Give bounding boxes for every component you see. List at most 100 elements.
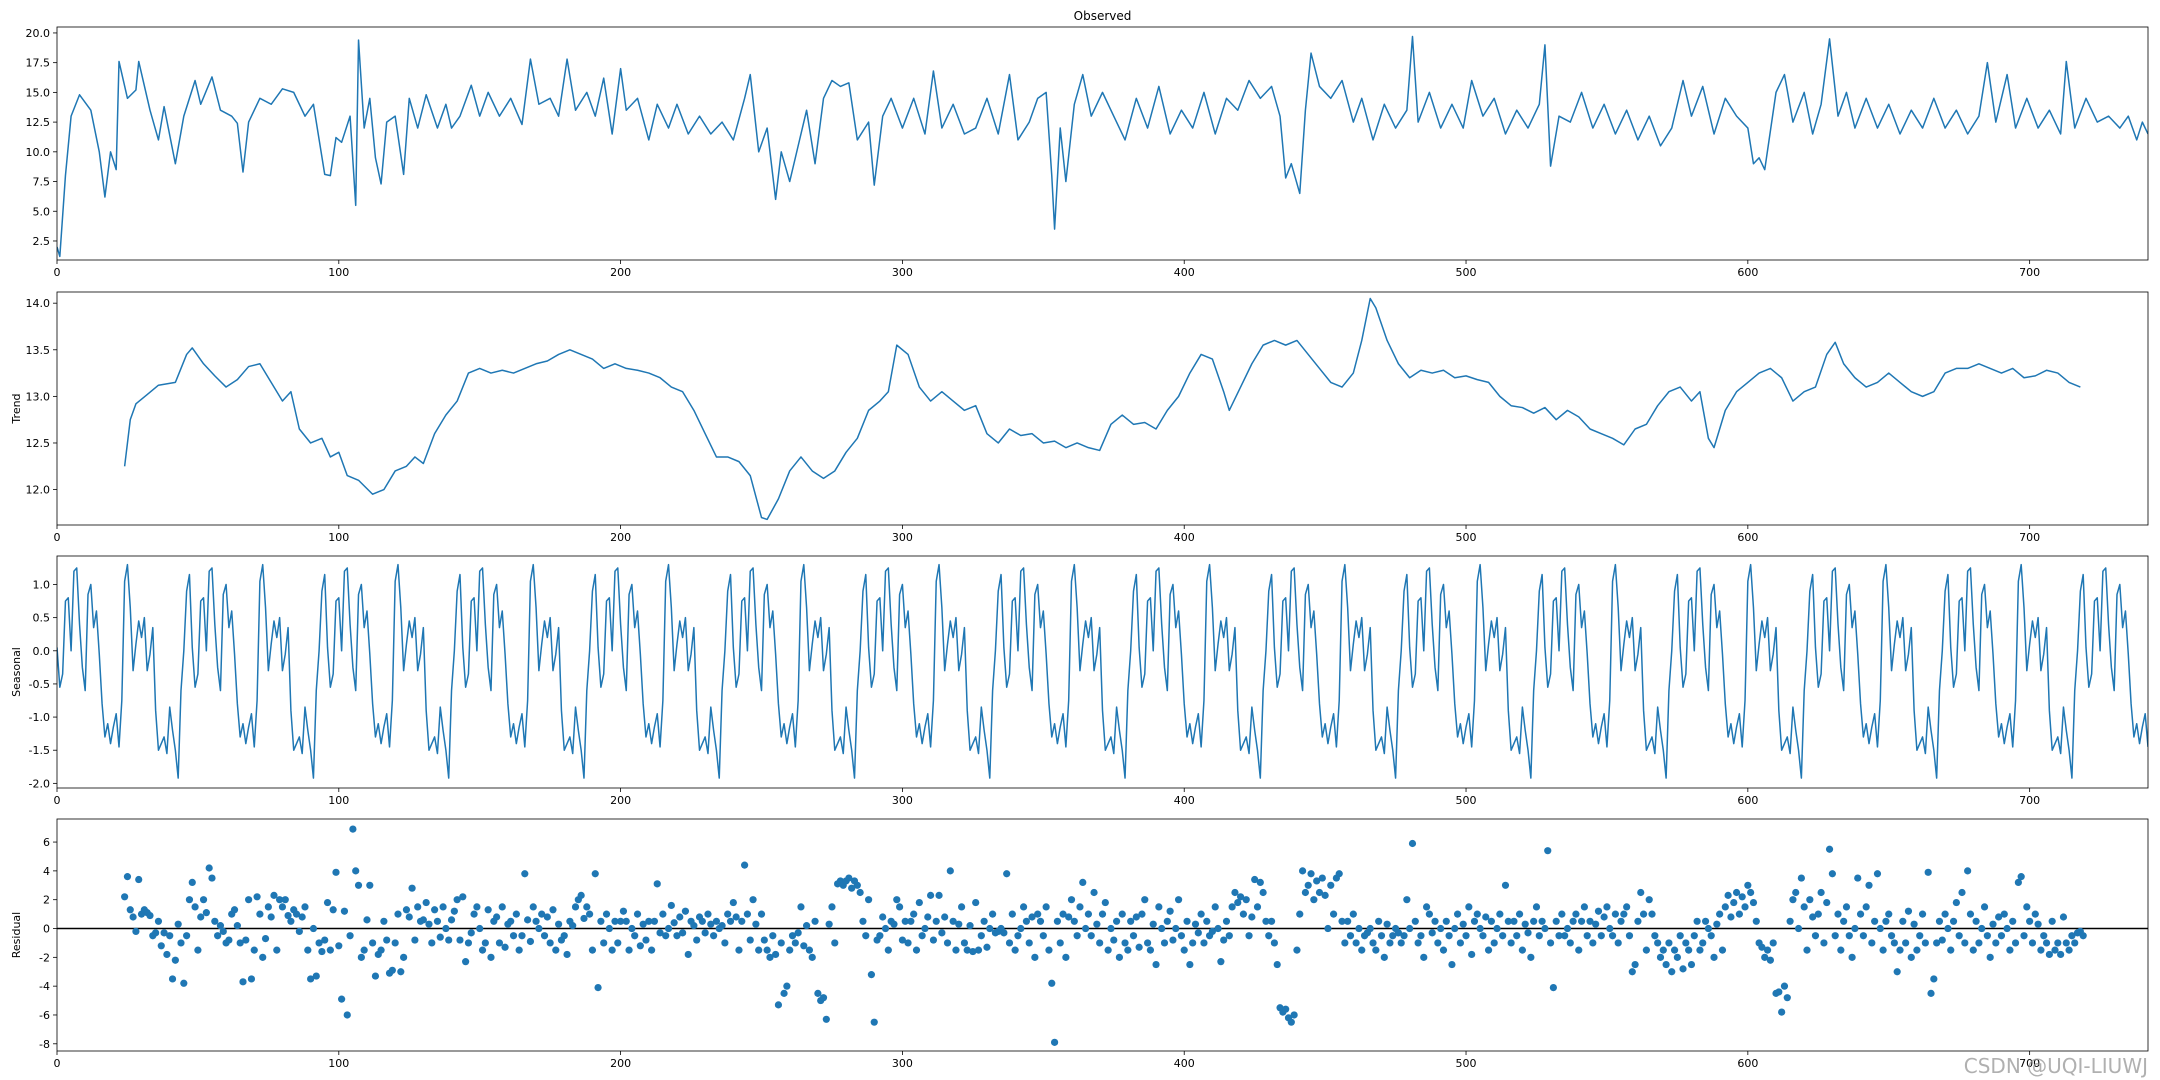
residual-point [1132,913,1140,921]
residual-point [1434,939,1442,947]
residual-point [521,870,529,878]
residual-point [1763,946,1772,954]
residual-point [1375,917,1383,925]
residual-point [2054,939,2062,947]
residual-point [1710,953,1718,961]
residual-point [400,953,408,961]
residual-point [893,896,901,904]
residual-point [1028,913,1036,921]
residual-point [1036,917,1045,925]
residual-point [803,922,811,930]
residual-point [735,946,743,954]
residual-point [225,936,233,944]
residual-point [946,867,954,875]
residual-point [622,917,630,925]
residual-point [862,932,870,940]
residual-point [1848,953,1856,961]
residual-point [710,932,718,940]
residual-xtick-label: 700 [2019,1057,2040,1070]
residual-point [2026,917,2034,925]
residual-point [1645,896,1653,904]
residual-point [704,910,712,918]
residual-point [1899,917,1907,925]
residual-xtick-label: 100 [328,1057,349,1070]
residual-point [681,907,690,915]
residual-point [216,922,225,930]
residual-point [543,913,551,921]
residual-point [853,881,861,889]
residual-point [1482,913,1490,921]
residual-point [707,920,715,928]
residual-point [1101,898,1109,907]
trend-ylabel: Trend [10,393,23,424]
residual-point [726,917,735,925]
trend-xtick-label: 300 [892,531,913,544]
residual-point [586,910,594,918]
residual-point [1053,917,1062,925]
residual-point [825,920,833,928]
residual-point [1834,910,1842,918]
residual-point [188,878,196,887]
residual-point [670,919,678,927]
residual-point [380,917,388,925]
residual-point [752,920,760,928]
residual-point [786,946,794,954]
residual-point [777,939,785,947]
residual-point [1104,946,1112,954]
residual-point [2028,939,2037,947]
residual-point [594,984,602,992]
residual-point [340,907,349,915]
residual-point [1344,917,1352,925]
residual-point [1000,929,1008,937]
residual-point [354,881,363,889]
residual-point [1270,939,1278,947]
residual-point [552,946,560,954]
residual-point [1809,913,1817,921]
seasonal-xtick-label: 300 [892,794,913,807]
residual-panel: 0 100 200 300 400 500 600 700 -8 -6 -4 -2 0 2 4 6 Residu… [10,818,2149,1070]
residual-point [1707,932,1715,940]
residual-point [447,916,456,924]
residual-point [1329,910,1338,918]
residual-point [1854,874,1862,882]
residual-point [199,896,208,904]
residual-point [315,939,323,947]
residual-point [1200,939,1208,947]
residual-point [166,932,174,940]
residual-point [763,946,771,954]
residual-point [177,939,185,947]
residual-point [1369,939,1377,947]
residual-point [1792,888,1800,897]
residual-point [1730,898,1738,907]
watermark-text: CSDN @UQI-LIUWJ [1963,1054,2148,1078]
residual-point [1738,893,1746,901]
residual-point [1518,946,1526,954]
residual-point [549,906,557,914]
residual-point [1831,932,1839,940]
residual-point [805,946,814,954]
seasonal-xtick-label: 400 [1174,794,1195,807]
residual-point [980,917,988,925]
residual-point [1614,939,1622,947]
residual-point [1473,910,1481,918]
residual-point [1603,903,1611,911]
residual-point [1022,917,1031,925]
residual-point [1499,932,1507,940]
residual-ytick-label: -6 [39,1009,50,1022]
residual-point [214,932,222,940]
residual-point [535,924,543,933]
residual-point [126,906,134,914]
residual-point [1625,932,1634,940]
residual-point [402,906,411,914]
residual-point [1448,960,1456,969]
residual-point [1617,917,1625,925]
residual-point [870,1018,878,1026]
residual-point [459,893,467,901]
residual-point [2042,939,2051,947]
residual-point [464,939,473,947]
residual-ytick-label: -4 [39,980,50,993]
residual-point [329,906,337,914]
residual-point [439,903,447,911]
residual-point [1876,924,1884,933]
residual-point [1871,917,1879,925]
